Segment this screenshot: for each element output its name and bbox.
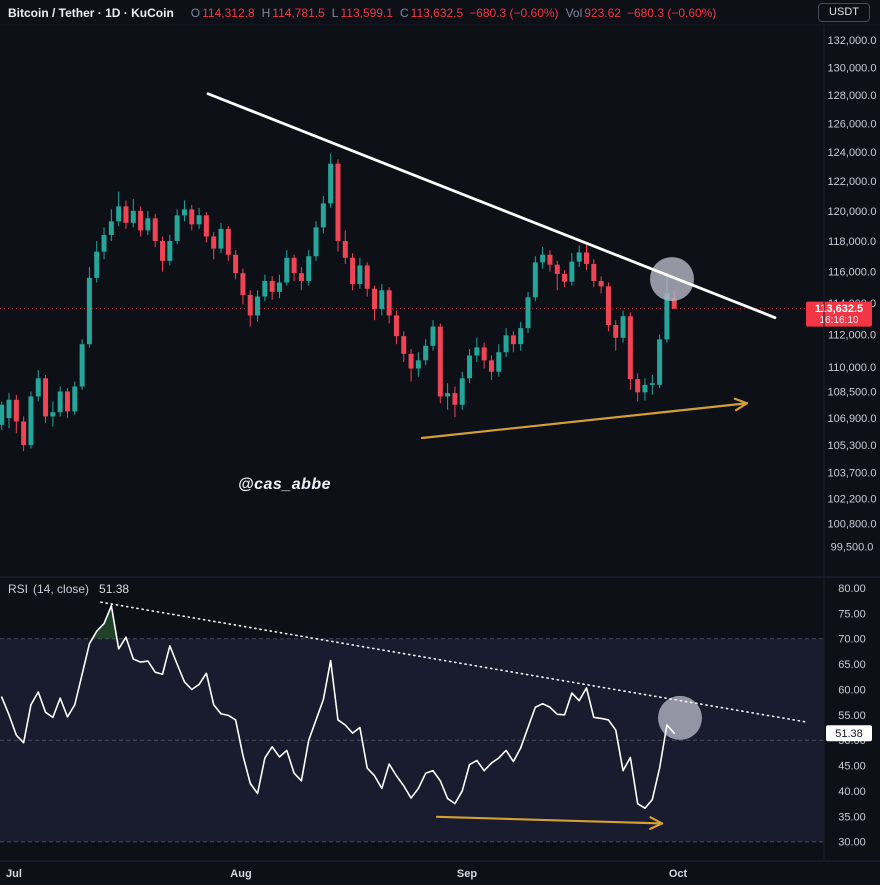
rsi-axis-label: 40.00 (838, 786, 866, 798)
rsi-line (0, 604, 676, 810)
time-axis-label: Oct (669, 868, 688, 880)
rsi-indicator-title[interactable]: RSI (14, close) 51.38 (8, 582, 129, 596)
price-axis-label: 118,000.0 (828, 236, 876, 248)
descending-trendline-rsi[interactable] (100, 601, 807, 723)
time-axis-label: Aug (230, 868, 251, 880)
rsi-axis-label: 35.00 (838, 811, 866, 823)
highlight-circle-rsi[interactable] (658, 695, 702, 740)
price-axis-label: 128,000.0 (828, 90, 877, 102)
open-value: 114,312.8 (202, 5, 255, 20)
price-axis-label: 132,000.0 (828, 35, 877, 47)
rsi-axis-label: 30.00 (838, 837, 866, 849)
low-value: 113,599.1 (340, 5, 393, 20)
svg-text:51.38: 51.38 (835, 728, 863, 740)
rsi-axis-label: 75.00 (838, 608, 866, 620)
rsi-name: RSI (8, 582, 29, 596)
rsi-params: (14, close) (33, 582, 90, 596)
price-axis-label: 124,000.0 (828, 147, 877, 159)
watermark-handle: @cas_abbe (238, 476, 332, 493)
price-axis-label: 103,700.0 (828, 468, 877, 480)
rsi-overbought-fill (92, 605, 127, 639)
close-value: 113,632.5 (410, 5, 464, 20)
time-axis-label: Jul (6, 868, 22, 880)
toolbar: Bitcoin / Tether · 1D · KuCoin O 114,312.… (0, 0, 880, 25)
bar-countdown: 16:16:10 (820, 315, 859, 326)
rsi-axis-label: 70.00 (838, 634, 866, 646)
flat-arrow-rsi[interactable] (435, 815, 664, 830)
candlestick-series (0, 153, 677, 452)
price-axis-label: 106,900.0 (828, 413, 877, 425)
highlight-circle-main[interactable] (650, 257, 694, 302)
currency-button[interactable]: USDT (818, 3, 870, 22)
rsi-band (0, 638, 824, 842)
symbol-title[interactable]: Bitcoin / Tether · 1D · KuCoin (8, 5, 174, 20)
ascending-arrow-main[interactable] (420, 397, 749, 440)
volume-label: Vol (565, 5, 583, 20)
rsi-current-value: 51.38 (99, 582, 130, 596)
descending-trendline-main[interactable] (206, 92, 777, 320)
price-axis-label: 100,800.0 (828, 518, 877, 530)
volume-change-value: −680.3 (−0.60%) (626, 5, 717, 20)
volume-value: 923.62 (584, 5, 621, 20)
price-axis-label: 105,300.0 (828, 440, 877, 452)
rsi-axis-label: 80.00 (838, 583, 866, 595)
price-axis-label: 126,000.0 (828, 118, 877, 130)
time-axis[interactable]: Jul Aug Sep Oct (6, 868, 687, 880)
high-value: 114,781.5 (272, 5, 325, 20)
rsi-axis-label: 45.00 (838, 761, 866, 773)
price-axis-label: 130,000.0 (828, 62, 877, 74)
rsi-pane[interactable] (0, 601, 824, 843)
price-axis-label: 116,000.0 (828, 267, 876, 279)
rsi-axis-label: 65.00 (838, 659, 866, 671)
high-label: H (261, 5, 271, 20)
price-axis-label: 110,000.0 (828, 362, 876, 374)
price-axis-label: 102,200.0 (828, 494, 877, 506)
price-axis-label: 122,000.0 (828, 176, 877, 188)
price-axis-label: 108,500.0 (828, 386, 877, 398)
price-axis-label: 120,000.0 (828, 206, 877, 218)
price-axis-label: 112,000.0 (828, 330, 876, 342)
main-price-pane[interactable] (0, 92, 824, 452)
open-label: O (190, 5, 201, 20)
rsi-axis-label: 60.00 (838, 684, 866, 696)
change-value: −680.3 (−0.60%) (469, 5, 559, 20)
last-price-value: 113,632.5 (815, 303, 863, 315)
rsi-axis-label: 55.00 (838, 710, 866, 722)
price-axis[interactable]: 132,000.0 130,000.0 128,000.0 126,000.0 124,… (806, 35, 876, 849)
rsi-value-tag: 51.38 (826, 725, 872, 742)
close-label: C (399, 5, 409, 20)
price-axis-label: 99,500.0 (831, 542, 874, 554)
time-axis-label: Sep (457, 868, 477, 880)
low-label: L (331, 5, 339, 20)
last-price-tag: 113,632.516:16:10 (806, 301, 872, 327)
